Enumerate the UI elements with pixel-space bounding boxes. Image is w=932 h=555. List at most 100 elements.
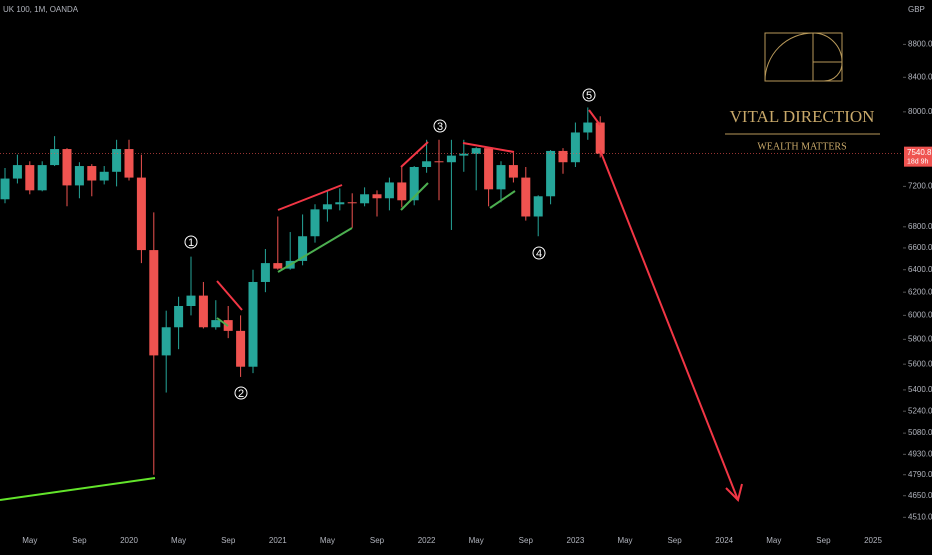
drawings	[0, 109, 743, 502]
candle-body	[310, 209, 320, 237]
candle-body	[99, 171, 109, 181]
candle-body	[372, 194, 382, 199]
currency-label: GBP	[908, 5, 925, 14]
candle-body	[360, 194, 370, 204]
candle-body	[186, 295, 196, 307]
x-tick-label: May	[320, 536, 335, 545]
candle-body	[87, 166, 97, 181]
candle-body	[211, 320, 221, 328]
candle-body	[471, 148, 481, 154]
y-tick-label: 6600.0	[908, 243, 932, 252]
logo	[725, 32, 880, 135]
logo-spiral	[764, 32, 843, 82]
y-tick-label: 6000.0	[908, 310, 932, 319]
candle-body	[174, 306, 184, 328]
candle-body	[0, 178, 10, 200]
last-price-label: 7540.8	[907, 148, 932, 157]
candle-body	[484, 148, 494, 190]
x-tick-label: May	[766, 536, 781, 545]
trend-line	[277, 227, 353, 273]
wave-circle	[433, 119, 447, 133]
candle-body	[521, 177, 531, 217]
x-tick-label: 2021	[269, 536, 287, 545]
candle-body	[546, 150, 556, 197]
y-tick-label: 4510.0	[908, 512, 932, 521]
forecast-arrow	[599, 149, 739, 501]
trend-line	[400, 141, 429, 168]
candle-body	[384, 182, 394, 199]
logo-title: VITAL DIRECTION	[730, 107, 875, 126]
candle-body	[62, 149, 72, 186]
wave-labels	[184, 88, 596, 400]
y-tick-label: 6800.0	[908, 222, 932, 231]
trend-line	[0, 477, 156, 501]
y-tick-label: 8400.0	[908, 72, 932, 81]
x-tick-label: Sep	[72, 536, 87, 545]
wave-label: 4	[536, 248, 542, 260]
logo-subtitle: WEALTH MATTERS	[757, 141, 846, 152]
wave-label: 3	[437, 121, 443, 133]
wave-circle	[582, 88, 596, 102]
symbol-label: UK 100, 1M, OANDA	[3, 5, 79, 14]
candle-body	[558, 150, 568, 163]
candle-body	[583, 122, 593, 133]
candle-body	[12, 165, 22, 179]
candle-body	[25, 165, 35, 191]
candle-body	[161, 327, 171, 356]
candle-body	[434, 161, 444, 163]
candle-body	[496, 165, 506, 190]
candle-body	[397, 182, 407, 201]
candle-body	[149, 250, 159, 356]
x-tick-label: Sep	[667, 536, 682, 545]
y-tick-label: 5240.0	[908, 406, 932, 415]
candle-body	[37, 165, 47, 191]
wave-circle	[532, 246, 546, 260]
trend-line	[216, 317, 229, 327]
wave-label: 2	[238, 388, 244, 400]
wave-circle	[234, 386, 248, 400]
trend-line	[489, 190, 516, 209]
x-tick-label: 2024	[715, 536, 733, 545]
candle-body	[273, 263, 283, 269]
y-tick-label: 6200.0	[908, 287, 932, 296]
candle-body	[347, 202, 357, 204]
x-tick-label: 2025	[864, 536, 882, 545]
y-tick-label: 4930.0	[908, 449, 932, 458]
last-price-box	[904, 146, 932, 167]
candle-body	[570, 132, 580, 163]
y-tick-label: 5600.0	[908, 359, 932, 368]
candle-body	[236, 330, 246, 367]
x-tick-label: Sep	[221, 536, 236, 545]
y-tick-label: 5800.0	[908, 334, 932, 343]
y-tick-label: 5080.0	[908, 428, 932, 437]
y-tick-label: 5400.0	[908, 385, 932, 394]
x-tick-label: May	[22, 536, 37, 545]
countdown-label: 18d 9h	[907, 159, 929, 166]
trend-line	[400, 182, 429, 211]
candle-body	[446, 155, 456, 163]
y-tick-label: 8000.0	[908, 107, 932, 116]
candle-body	[50, 149, 60, 166]
x-tick-label: May	[469, 536, 484, 545]
trend-line	[216, 280, 243, 311]
candle-body	[112, 149, 122, 172]
x-tick-label: 2022	[418, 536, 436, 545]
y-tick-label: 6400.0	[908, 265, 932, 274]
candle-body	[124, 149, 134, 178]
x-tick-label: May	[617, 536, 632, 545]
candle-body	[508, 165, 518, 178]
y-tick-label: 7200.0	[908, 181, 932, 190]
arrow-head	[725, 483, 743, 502]
x-tick-label: 2023	[567, 536, 585, 545]
candle-body	[459, 153, 469, 156]
plot	[0, 107, 903, 475]
x-tick-label: Sep	[370, 536, 385, 545]
candle-body	[248, 281, 258, 367]
y-tick-label: 8800.0	[908, 40, 932, 49]
y-tick-label: 4650.0	[908, 491, 932, 500]
wave-label: 5	[586, 90, 592, 102]
x-tick-label: Sep	[816, 536, 831, 545]
candle-body	[198, 295, 208, 328]
